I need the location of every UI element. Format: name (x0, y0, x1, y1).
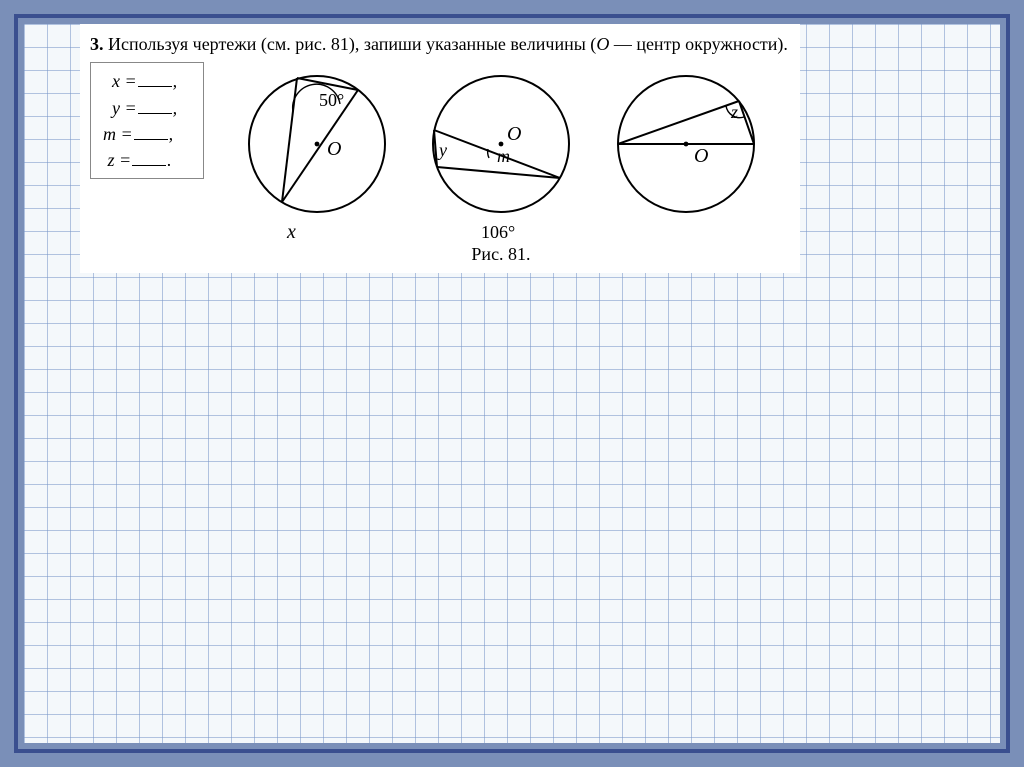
fig1-arc-label-x: x (286, 221, 296, 242)
fig3-label-z: z (730, 102, 738, 122)
fig2-label-m: m (497, 146, 510, 166)
figure-2: O y m 106° (411, 62, 591, 242)
period-1: . (167, 150, 172, 170)
fig2-center-label: O (507, 123, 521, 145)
problem-card: 3. Используя чертежи (см. рис. 81), запи… (80, 24, 800, 273)
var-y: y (112, 98, 120, 118)
blank-x (138, 70, 172, 87)
eq-4: = (119, 150, 131, 170)
var-z: z (108, 150, 115, 170)
figure-1: O 50° x (227, 62, 407, 242)
fig1-angle-label: 50° (319, 90, 344, 110)
text-part-3: — центр окружности). (609, 34, 788, 54)
comma-1: , (173, 71, 178, 91)
figure-caption: Рис. 81. (212, 242, 790, 266)
fig1-center-dot (314, 142, 319, 147)
problem-number: 3. (90, 34, 104, 54)
figure-3: O z (596, 62, 776, 242)
problem-statement: 3. Используя чертежи (см. рис. 81), запи… (90, 32, 790, 56)
outer-frame: 3. Используя чертежи (см. рис. 81), запи… (0, 0, 1024, 767)
eq-1: = (125, 71, 137, 91)
eq-3: = (121, 124, 133, 144)
row-y: y =, (103, 96, 193, 120)
blank-z (132, 149, 166, 166)
center-var: O (596, 34, 609, 54)
comma-3: , (169, 124, 174, 144)
graph-paper: 3. Используя чертежи (см. рис. 81), запи… (24, 24, 1000, 743)
text-part-1: Используя чертежи (см. рис. (108, 34, 331, 54)
text-part-2: ), запиши указанные величины ( (349, 34, 596, 54)
fig3-center-label: O (694, 145, 708, 167)
figures-container: O 50° x O (212, 62, 790, 266)
row-m: m =, (103, 122, 193, 146)
row-z: z =. (103, 148, 193, 172)
fig1-center-label: O (327, 138, 341, 160)
comma-2: , (173, 98, 178, 118)
blank-y (138, 96, 172, 113)
fig2-arc-label-bottom: 106° (481, 222, 515, 242)
row-x: x =, (103, 69, 193, 93)
problem-body: x =, y =, m =, z =. (90, 62, 790, 266)
eq-2: = (125, 98, 137, 118)
blank-m (134, 123, 168, 140)
var-x: x (112, 71, 120, 91)
var-m: m (103, 124, 116, 144)
figure-ref-num: 81 (331, 34, 349, 54)
variable-answer-block: x =, y =, m =, z =. (90, 62, 204, 179)
fig2-label-y: y (437, 140, 447, 160)
inner-border: 3. Используя чертежи (см. рис. 81), запи… (14, 14, 1010, 753)
